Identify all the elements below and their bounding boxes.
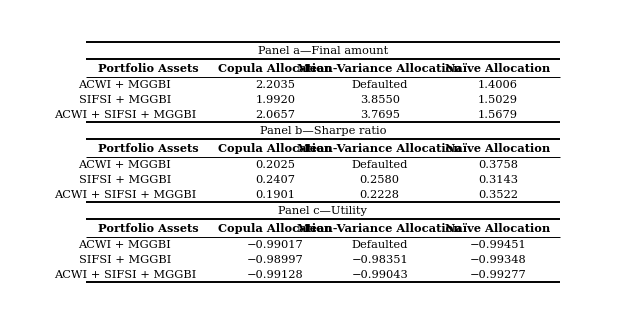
Text: Panel c—Utility: Panel c—Utility [278,206,367,216]
Text: 3.8550: 3.8550 [360,95,399,105]
Text: 1.9920: 1.9920 [256,95,295,105]
Text: Mean-Variance Allocation: Mean-Variance Allocation [297,223,462,234]
Text: 1.5679: 1.5679 [478,110,518,120]
Text: 0.2025: 0.2025 [256,160,295,170]
Text: SIFSI + MGGBI: SIFSI + MGGBI [79,175,171,185]
Text: ACWI + SIFSI + MGGBI: ACWI + SIFSI + MGGBI [54,190,196,200]
Text: Mean-Variance Allocation: Mean-Variance Allocation [297,143,462,154]
Text: Portfolio Assets: Portfolio Assets [98,223,198,234]
Text: 1.5029: 1.5029 [478,95,518,105]
Text: ACWI + SIFSI + MGGBI: ACWI + SIFSI + MGGBI [54,270,196,280]
Text: Portfolio Assets: Portfolio Assets [98,143,198,154]
Text: 0.2407: 0.2407 [256,175,295,185]
Text: ACWI + SIFSI + MGGBI: ACWI + SIFSI + MGGBI [54,110,196,120]
Text: 2.0657: 2.0657 [256,110,295,120]
Text: −0.99451: −0.99451 [470,240,527,250]
Text: SIFSI + MGGBI: SIFSI + MGGBI [79,95,171,105]
Text: Naïve Allocation: Naïve Allocation [445,143,551,154]
Text: −0.99043: −0.99043 [352,270,408,280]
Text: Defaulted: Defaulted [352,80,408,90]
Text: −0.99128: −0.99128 [247,270,304,280]
Text: SIFSI + MGGBI: SIFSI + MGGBI [79,255,171,265]
Text: 1.4006: 1.4006 [478,80,518,90]
Text: −0.98997: −0.98997 [247,255,304,265]
Text: Defaulted: Defaulted [352,160,408,170]
Text: Defaulted: Defaulted [352,240,408,250]
Text: Panel a—Final amount: Panel a—Final amount [258,46,388,56]
Text: Naïve Allocation: Naïve Allocation [445,223,551,234]
Text: Copula Allocation: Copula Allocation [219,223,333,234]
Text: ACWI + MGGBI: ACWI + MGGBI [79,80,171,90]
Text: 2.2035: 2.2035 [256,80,295,90]
Text: 0.2228: 0.2228 [360,190,399,200]
Text: −0.99348: −0.99348 [470,255,527,265]
Text: Panel b—Sharpe ratio: Panel b—Sharpe ratio [260,126,386,136]
Text: 0.3758: 0.3758 [478,160,518,170]
Text: 0.3522: 0.3522 [478,190,518,200]
Text: −0.99017: −0.99017 [247,240,304,250]
Text: ACWI + MGGBI: ACWI + MGGBI [79,240,171,250]
Text: −0.98351: −0.98351 [352,255,408,265]
Text: Portfolio Assets: Portfolio Assets [98,63,198,74]
Text: Copula Allocation: Copula Allocation [219,63,333,74]
Text: ACWI + MGGBI: ACWI + MGGBI [79,160,171,170]
Text: Copula Allocation: Copula Allocation [219,143,333,154]
Text: Naïve Allocation: Naïve Allocation [445,63,551,74]
Text: −0.99277: −0.99277 [470,270,527,280]
Text: 0.1901: 0.1901 [256,190,295,200]
Text: 3.7695: 3.7695 [360,110,399,120]
Text: Mean-Variance Allocation: Mean-Variance Allocation [297,63,462,74]
Text: 0.2580: 0.2580 [360,175,399,185]
Text: 0.3143: 0.3143 [478,175,518,185]
